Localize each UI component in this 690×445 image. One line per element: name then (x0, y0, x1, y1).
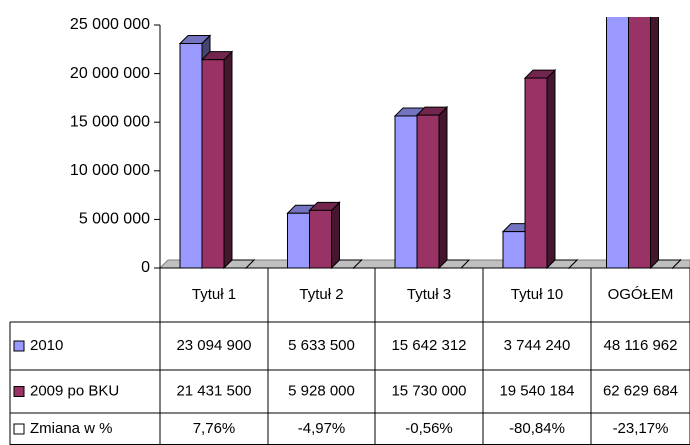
table-value: 5 928 000 (288, 382, 355, 399)
bar (179, 43, 203, 269)
legend-swatch (13, 386, 25, 397)
legend-swatch (13, 340, 25, 352)
y-tick-label: 0 (141, 259, 150, 276)
x-tick-label: Tytuł 2 (299, 286, 343, 303)
y-tick-label: 15 000 000 (70, 113, 150, 130)
table-value: 19 540 184 (499, 382, 574, 399)
table-value: 21 431 500 (176, 382, 251, 399)
bar (201, 59, 225, 269)
x-tick-label: Tytuł 1 (192, 286, 236, 303)
bars (178, 17, 682, 270)
bar (309, 209, 332, 269)
bar (628, 17, 651, 269)
table-value: -0,56% (405, 420, 453, 437)
bar (524, 77, 548, 269)
x-tick-label: Tytuł 10 (511, 286, 564, 303)
table-value: -23,17% (613, 420, 669, 437)
x-tick-label: OGÓŁEM (608, 286, 674, 303)
table-value: 23 094 900 (176, 337, 251, 354)
table-value: -4,97% (298, 420, 346, 437)
bar-side (546, 68, 556, 270)
table-value: 48 116 962 (604, 337, 678, 354)
legend-swatch (13, 423, 25, 435)
table-value: 15 642 312 (391, 337, 466, 354)
table-value: 3 744 240 (504, 337, 571, 354)
bar-side (331, 201, 340, 270)
bar (394, 115, 418, 269)
x-tick-label: Tytuł 3 (407, 286, 451, 303)
table-value: 62 629 684 (603, 382, 678, 399)
y-tick-label: 5 000 000 (79, 211, 150, 228)
table-value: -80,84% (509, 420, 565, 437)
legend-label: Zmiana w % (30, 420, 113, 437)
bar-side (650, 17, 659, 270)
table-value: 5 633 500 (288, 337, 355, 354)
bar (287, 212, 310, 269)
table-value: 15 730 000 (391, 382, 466, 399)
y-tick-label: 25 000 000 (70, 16, 150, 33)
legend-label: 2010 (30, 337, 63, 354)
bar-side (438, 105, 448, 270)
y-tick-label: 20 000 000 (70, 65, 150, 82)
legend-label: 2009 po BKU (30, 382, 119, 399)
table-value: 7,76% (193, 420, 236, 437)
bar (416, 114, 440, 269)
y-tick-label: 10 000 000 (70, 162, 150, 179)
bar-side (223, 50, 233, 270)
bar (502, 231, 526, 269)
bar (606, 17, 629, 269)
